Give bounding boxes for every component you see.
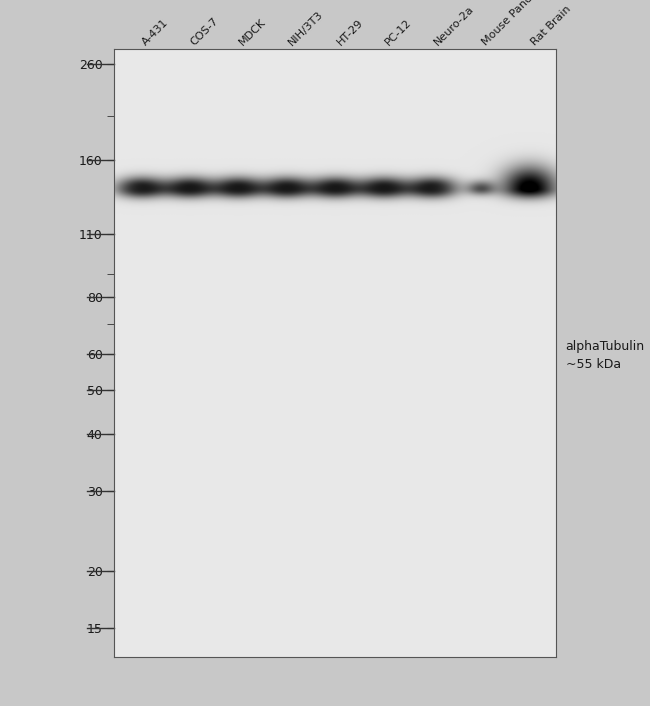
Text: alphaTubulin
~55 kDa: alphaTubulin ~55 kDa [566,340,645,371]
Text: PC-12: PC-12 [384,18,413,47]
Text: NIH/3T3: NIH/3T3 [286,9,324,47]
Text: HT-29: HT-29 [335,18,365,47]
Text: Mouse Pancreas: Mouse Pancreas [480,0,551,47]
Text: Rat Brain: Rat Brain [529,4,573,47]
Text: Neuro-2a: Neuro-2a [432,4,476,47]
Text: COS-7: COS-7 [189,16,220,47]
Text: MDCK: MDCK [237,17,268,47]
Text: A-431: A-431 [140,18,170,47]
